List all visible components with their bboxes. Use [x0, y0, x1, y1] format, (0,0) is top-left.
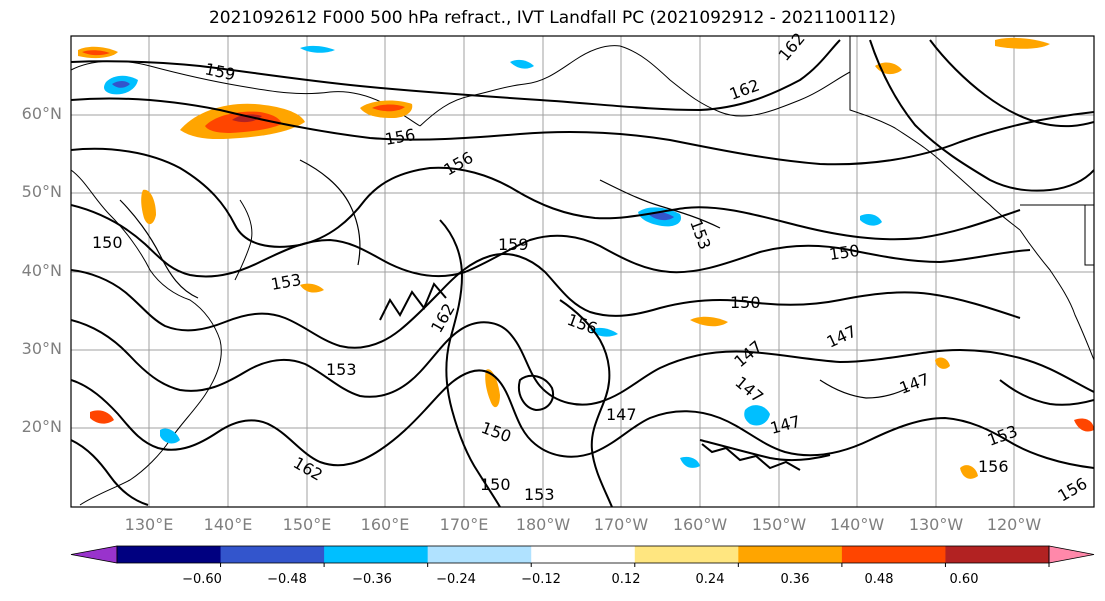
- lon-label: 160°E: [360, 515, 410, 534]
- contour-label: 150: [92, 233, 123, 252]
- colorbar-bin: [324, 546, 429, 563]
- colorbar-extend-max: [1048, 545, 1095, 564]
- colorbar-tick-label: −0.48: [267, 572, 307, 587]
- colorbar-outline: [116, 545, 1050, 564]
- lon-label: 160°W: [672, 515, 728, 534]
- colorbar-tick-label: −0.12: [521, 572, 561, 587]
- lon-label: 140°W: [829, 515, 885, 534]
- colorbar-tick-label: 0.24: [695, 572, 725, 587]
- lon-label: 170°W: [593, 515, 649, 534]
- contour-label: 153: [326, 360, 357, 379]
- colorbar: [70, 545, 1095, 567]
- colorbar-bin: [117, 546, 222, 563]
- contour-label: 156: [978, 457, 1009, 476]
- lon-label: 150°W: [751, 515, 807, 534]
- colorbar-tick-label: 0.12: [611, 572, 641, 587]
- map-title: 2021092612 F000 500 hPa refract., IVT La…: [208, 8, 896, 28]
- colorbar-tick-label: −0.24: [436, 572, 476, 587]
- contour-label: 153: [524, 485, 555, 504]
- contour-label: 147: [606, 405, 637, 424]
- colorbar-tick-label: 0.60: [949, 572, 979, 587]
- contour-lines: [71, 39, 1094, 507]
- contour-label: 150: [828, 241, 861, 264]
- colorbar-tick-label: 0.36: [780, 572, 810, 587]
- lon-label: 130°E: [124, 515, 174, 534]
- colorbar-bin: [945, 546, 1050, 563]
- lat-label: 60°N: [21, 104, 62, 123]
- colorbar-bin: [738, 546, 843, 563]
- colorbar-tick-label: 0.48: [864, 572, 894, 587]
- colorbar-bin: [531, 546, 636, 563]
- lon-label: 180°W: [515, 515, 571, 534]
- colorbar-bin: [841, 546, 946, 563]
- colorbar-bin: [220, 546, 325, 563]
- shading-patches: [78, 37, 1094, 479]
- contour-label: 150: [480, 475, 511, 494]
- lon-label: 120°W: [986, 515, 1042, 534]
- lon-label: 140°E: [203, 515, 253, 534]
- map-border: [70, 35, 1095, 508]
- contour-label: 159: [498, 235, 529, 254]
- lon-label: 130°W: [908, 515, 964, 534]
- lat-label: 50°N: [21, 182, 62, 201]
- colorbar-tick-label: −0.36: [352, 572, 392, 587]
- colorbar-extend-min: [70, 545, 118, 564]
- lat-label: 40°N: [21, 261, 62, 280]
- colorbar-bin: [427, 546, 532, 563]
- lon-label: 170°E: [439, 515, 489, 534]
- contour-label-layer: 159 162 162 156 156 150 150 159 153 153 …: [92, 29, 1090, 506]
- colorbar-tick-label: −0.60: [182, 572, 222, 587]
- contour-lines-thin: [119, 159, 909, 399]
- lon-label: 150°E: [282, 515, 332, 534]
- lat-label: 30°N: [21, 339, 62, 358]
- contour-label: 150: [730, 293, 761, 312]
- lat-label: 20°N: [21, 417, 62, 436]
- colorbar-bin: [634, 546, 739, 563]
